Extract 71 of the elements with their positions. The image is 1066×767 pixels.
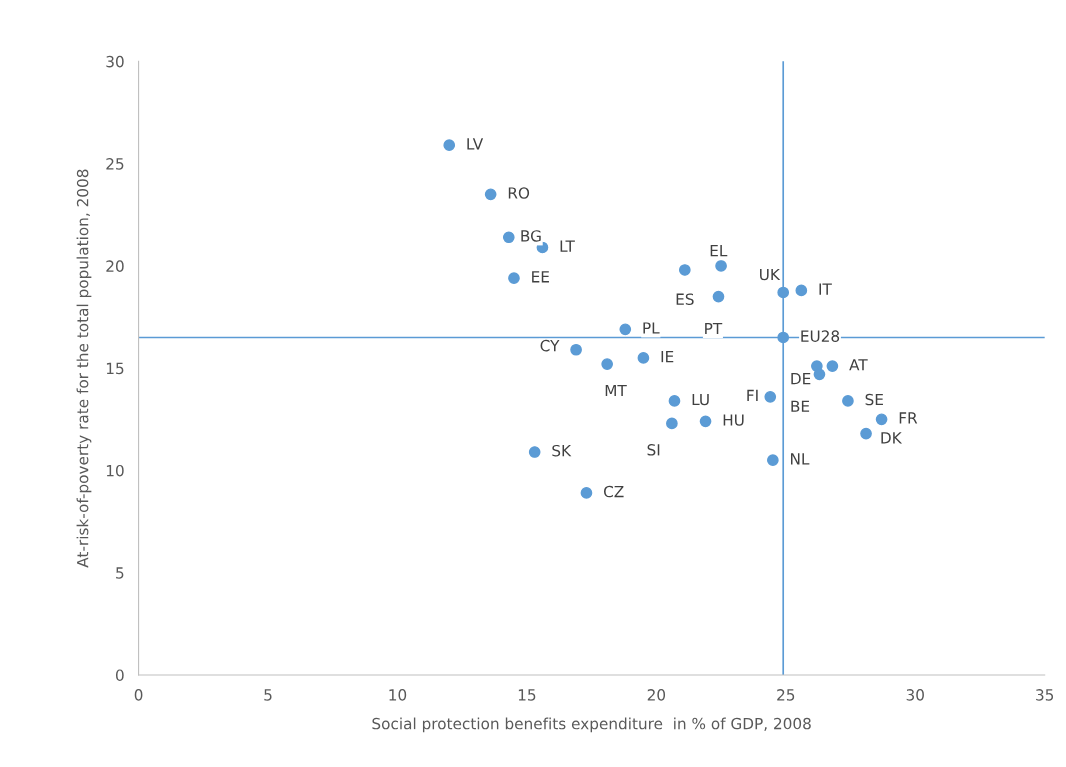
point (764, 390, 777, 403)
annotation: LV (467, 138, 484, 150)
annotation: IT (819, 283, 832, 295)
annotation: DK (881, 432, 903, 444)
annotation: UK (760, 268, 781, 281)
x-tick-label: 15 (518, 689, 536, 701)
x-tick-label: 20 (647, 689, 666, 701)
annotation: PL (643, 322, 660, 334)
point (678, 264, 691, 276)
x-tick-label: 30 (906, 689, 924, 701)
annotation: RO (508, 187, 530, 199)
y-tick-label: 30 (106, 55, 124, 68)
y-tick-label: 25 (106, 158, 124, 170)
y-tick-label: 10 (106, 464, 124, 477)
point (860, 427, 872, 440)
y-tick-label: 20 (106, 260, 124, 272)
annotation: IE (661, 351, 674, 363)
annotation: SK (552, 444, 572, 457)
point (842, 395, 854, 407)
point (875, 413, 888, 426)
annotation: NL (791, 453, 810, 465)
x-tick-label: 25 (777, 689, 795, 701)
point (570, 343, 582, 356)
point (508, 272, 520, 285)
point (502, 231, 515, 244)
annotation: MT (605, 384, 627, 397)
annotation: BG (521, 230, 541, 242)
point (712, 290, 725, 303)
annotation: CY (540, 339, 560, 352)
point (666, 417, 678, 430)
annotation: SI (647, 444, 660, 456)
point (715, 260, 727, 272)
point (777, 331, 790, 344)
point (580, 487, 593, 499)
point (668, 395, 681, 407)
annotation: FR (899, 412, 918, 424)
point (619, 323, 632, 336)
point (637, 352, 650, 364)
point (484, 188, 497, 201)
point (528, 446, 541, 458)
y-tick-label: 15 (106, 362, 124, 375)
x-tick-label: 35 (1036, 689, 1054, 701)
x-tick-label: 10 (389, 689, 407, 701)
annotation: PT (705, 322, 723, 335)
point (826, 360, 839, 372)
annotation: ES (676, 293, 694, 305)
point (699, 415, 712, 428)
point (777, 286, 790, 299)
annotation: AT (849, 359, 868, 371)
y-tick-label: 0 (115, 669, 124, 681)
annotation: HU (723, 414, 744, 426)
annotation: SE (865, 393, 883, 406)
y-axis-title: At-risk-of-poverty rate for the total population, 2008 (76, 169, 92, 568)
annotation: DE (791, 373, 811, 385)
point (601, 358, 614, 370)
annotation: EU28 (801, 330, 840, 342)
point (813, 368, 826, 381)
x-axis-title: Social protection benefits expenditure in % of GDP, 2008 (372, 717, 811, 733)
annotation: EE (532, 271, 549, 283)
annotation: EL (710, 245, 728, 257)
annotation: LT (560, 240, 575, 252)
annotation: FI (747, 389, 758, 402)
annotation: CZ (603, 485, 624, 498)
point (795, 284, 808, 297)
x-tick-label: 5 (264, 689, 272, 701)
point (443, 139, 456, 152)
point (767, 454, 779, 467)
annotation: BE (791, 400, 810, 412)
annotation: LU (692, 393, 709, 406)
x-tick-label: 0 (134, 689, 143, 701)
y-tick-label: 5 (116, 567, 124, 579)
